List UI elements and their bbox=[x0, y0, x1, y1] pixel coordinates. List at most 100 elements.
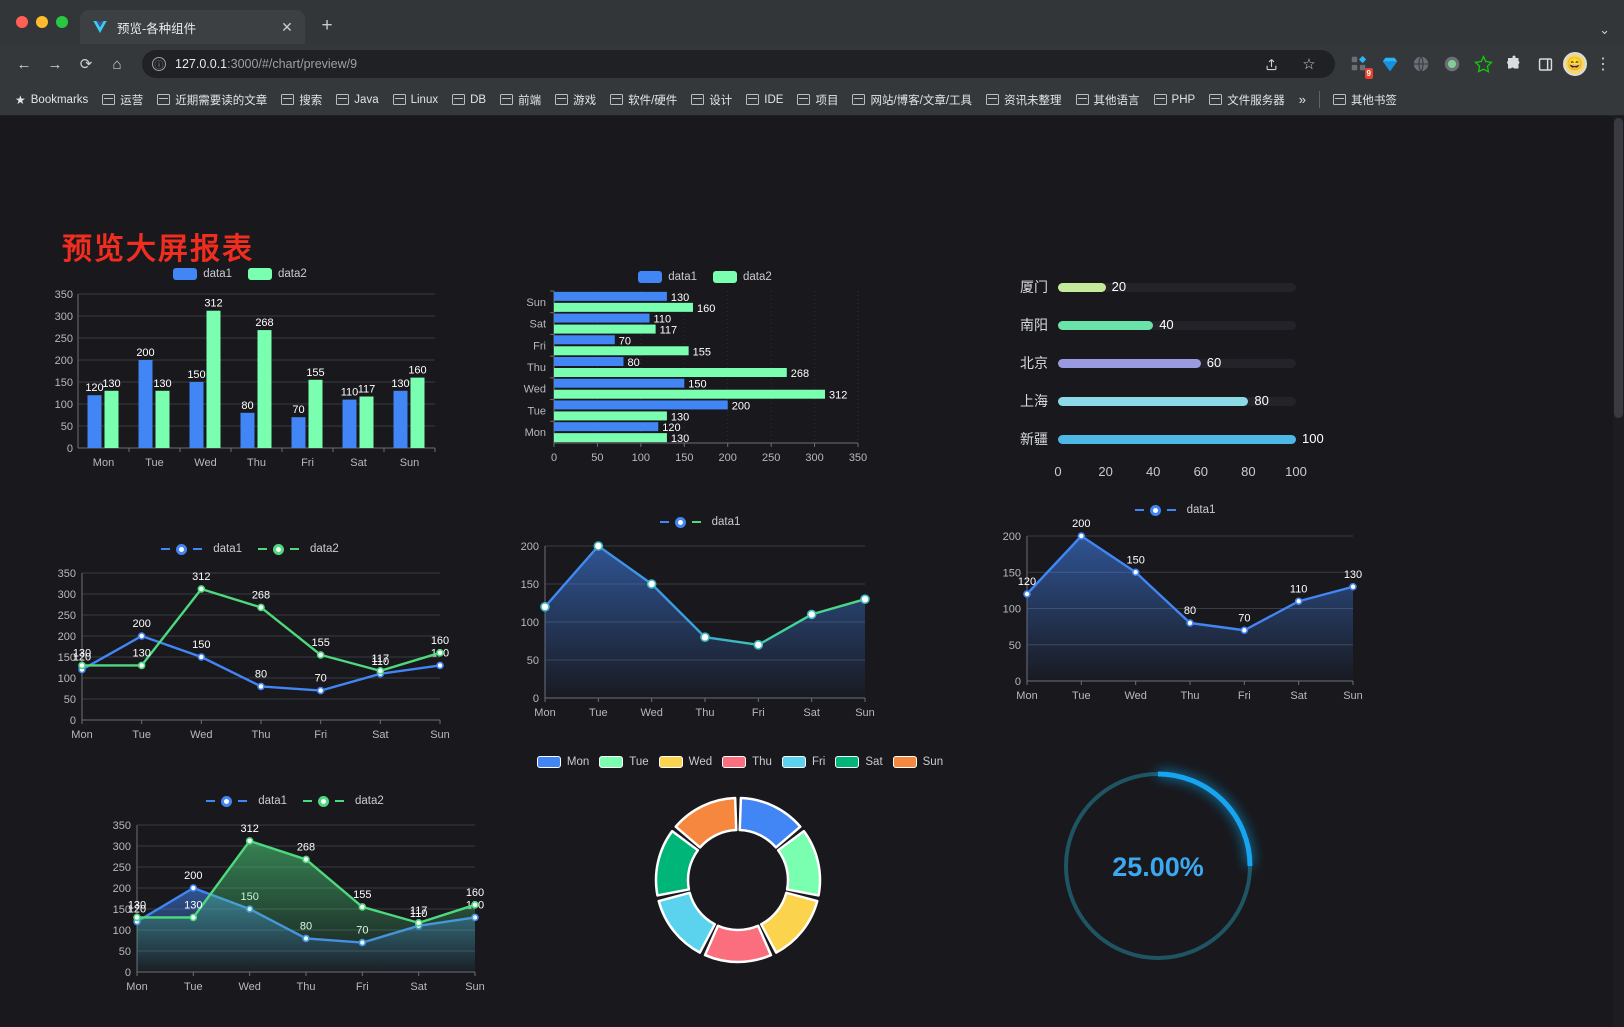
data-point[interactable] bbox=[540, 602, 550, 612]
data-point[interactable] bbox=[414, 919, 423, 927]
bar[interactable] bbox=[359, 396, 374, 448]
data-point[interactable] bbox=[137, 661, 146, 670]
side-panel-icon[interactable] bbox=[1532, 51, 1558, 77]
bar[interactable] bbox=[257, 330, 272, 448]
bar[interactable] bbox=[554, 389, 825, 399]
close-window-button[interactable] bbox=[16, 16, 28, 28]
bar[interactable] bbox=[155, 390, 170, 448]
data-point[interactable] bbox=[1131, 568, 1140, 577]
data-point[interactable] bbox=[1023, 590, 1031, 598]
bookmark-folder-0[interactable]: 运营 bbox=[95, 89, 150, 111]
chart-bar-vertical[interactable]: 050100150200250300350Mon120130Tue200130W… bbox=[40, 280, 440, 495]
bookmark-folder-9[interactable]: 设计 bbox=[684, 89, 739, 111]
data-point[interactable] bbox=[245, 837, 254, 845]
minimize-window-button[interactable] bbox=[36, 16, 48, 28]
data-point[interactable] bbox=[189, 913, 198, 922]
bar[interactable] bbox=[554, 291, 667, 301]
bar[interactable] bbox=[554, 433, 667, 443]
bookmark-folder-6[interactable]: 前端 bbox=[493, 89, 548, 111]
progress-track[interactable]: 40 bbox=[1058, 317, 1296, 332]
star-extension-icon[interactable] bbox=[1470, 51, 1496, 77]
bookmark-folder-2[interactable]: 搜索 bbox=[274, 89, 329, 111]
data-point[interactable] bbox=[436, 649, 444, 657]
new-tab-button[interactable]: + bbox=[321, 15, 333, 36]
page-scrollbar[interactable] bbox=[1613, 116, 1624, 1027]
bar[interactable] bbox=[410, 377, 425, 448]
bookmark-folder-15[interactable]: PHP bbox=[1147, 91, 1203, 109]
avatar[interactable]: 😄 bbox=[1563, 52, 1587, 76]
data-point[interactable] bbox=[1077, 532, 1086, 540]
window-controls[interactable] bbox=[10, 0, 80, 44]
page-scrollbar-thumb[interactable] bbox=[1614, 118, 1623, 418]
puzzle-extension-icon[interactable] bbox=[1501, 51, 1527, 77]
data-point[interactable] bbox=[133, 913, 141, 922]
data-point[interactable] bbox=[700, 632, 710, 642]
site-info-icon[interactable]: ⓘ bbox=[152, 57, 166, 71]
data-point[interactable] bbox=[316, 651, 325, 659]
legend-item-data1[interactable]: data1 bbox=[173, 268, 232, 280]
data-point[interactable] bbox=[358, 903, 367, 911]
legend-item-thu[interactable]: Thu bbox=[722, 756, 772, 768]
pie-slice[interactable] bbox=[738, 796, 802, 849]
data-point[interactable] bbox=[137, 632, 146, 640]
data-point[interactable] bbox=[1294, 597, 1303, 606]
bar[interactable] bbox=[554, 357, 624, 366]
bar[interactable] bbox=[554, 368, 787, 377]
legend-item-sun[interactable]: Sun bbox=[892, 756, 943, 768]
chart-line-dual[interactable]: 0 50 100 150 200 250 300 350 Mon Tue Wed Thu Fri Sat S… bbox=[40, 555, 460, 760]
bookmark-folder-7[interactable]: 游戏 bbox=[548, 89, 603, 111]
bar[interactable] bbox=[104, 390, 119, 448]
data-point[interactable] bbox=[471, 901, 479, 909]
pie-slice[interactable] bbox=[703, 924, 773, 964]
legend-item-tue[interactable]: Tue bbox=[599, 756, 649, 768]
data-point[interactable] bbox=[257, 603, 265, 612]
close-tab-button[interactable]: ✕ bbox=[281, 18, 293, 35]
bookmark-folder-8[interactable]: 软件/硬件 bbox=[603, 89, 684, 111]
back-button[interactable]: ← bbox=[16, 55, 32, 73]
legend-item-data1[interactable]: data1 bbox=[638, 271, 697, 283]
other-bookmarks-folder[interactable]: 其他书签 bbox=[1326, 89, 1404, 111]
reload-button[interactable]: ⟳ bbox=[79, 56, 93, 73]
bookmark-folder-11[interactable]: 项目 bbox=[790, 89, 845, 111]
bookmark-folder-16[interactable]: 文件服务器 bbox=[1202, 89, 1292, 111]
bar[interactable] bbox=[554, 411, 667, 421]
bar[interactable] bbox=[240, 412, 255, 448]
bar[interactable] bbox=[393, 390, 408, 448]
data-point[interactable] bbox=[257, 682, 265, 691]
chart-gauge[interactable]: 25.00% bbox=[1040, 744, 1280, 994]
progress-track[interactable]: 20 bbox=[1058, 279, 1296, 294]
chevron-down-icon[interactable]: ⌄ bbox=[1599, 22, 1610, 37]
bar[interactable] bbox=[308, 379, 323, 448]
bookmark-star-icon[interactable]: ☆ bbox=[1302, 56, 1316, 73]
pie-slice[interactable] bbox=[654, 829, 700, 897]
data-point[interactable] bbox=[302, 855, 310, 864]
maximize-window-button[interactable] bbox=[56, 16, 68, 28]
pie-slice[interactable] bbox=[657, 891, 716, 954]
bar[interactable] bbox=[554, 313, 650, 323]
progress-track[interactable]: 60 bbox=[1058, 355, 1296, 370]
home-button[interactable]: ⌂ bbox=[112, 55, 122, 73]
bar[interactable] bbox=[291, 417, 306, 448]
data-point[interactable] bbox=[197, 653, 206, 661]
bar[interactable] bbox=[138, 360, 153, 448]
legend-item-mon[interactable]: Mon bbox=[536, 756, 589, 768]
bar[interactable] bbox=[206, 310, 221, 448]
legend-item-data2[interactable]: data2 bbox=[258, 543, 339, 555]
data-point[interactable] bbox=[436, 661, 444, 670]
bar[interactable] bbox=[87, 395, 102, 448]
bar[interactable] bbox=[189, 382, 204, 448]
bookmark-folder-1[interactable]: 近期需要读的文章 bbox=[150, 89, 274, 111]
circle-extension-icon[interactable] bbox=[1439, 51, 1465, 77]
legend-item-data1[interactable]: data1 bbox=[1134, 504, 1215, 516]
chart-line-gradient[interactable]: 0 50 100 150 200 Mon Tue Wed Thu Fri Sat Sun bbox=[505, 528, 895, 728]
bar[interactable] bbox=[342, 399, 357, 448]
bar[interactable] bbox=[554, 335, 615, 345]
legend-item-data2[interactable]: data2 bbox=[303, 795, 384, 807]
share-icon[interactable] bbox=[1257, 50, 1285, 78]
bookmark-folder-14[interactable]: 其他语言 bbox=[1069, 89, 1147, 111]
data-point[interactable] bbox=[376, 667, 385, 675]
data-point[interactable] bbox=[806, 609, 817, 620]
pie-slice[interactable] bbox=[674, 796, 738, 849]
bookmarks-overflow-button[interactable]: » bbox=[1298, 92, 1306, 107]
